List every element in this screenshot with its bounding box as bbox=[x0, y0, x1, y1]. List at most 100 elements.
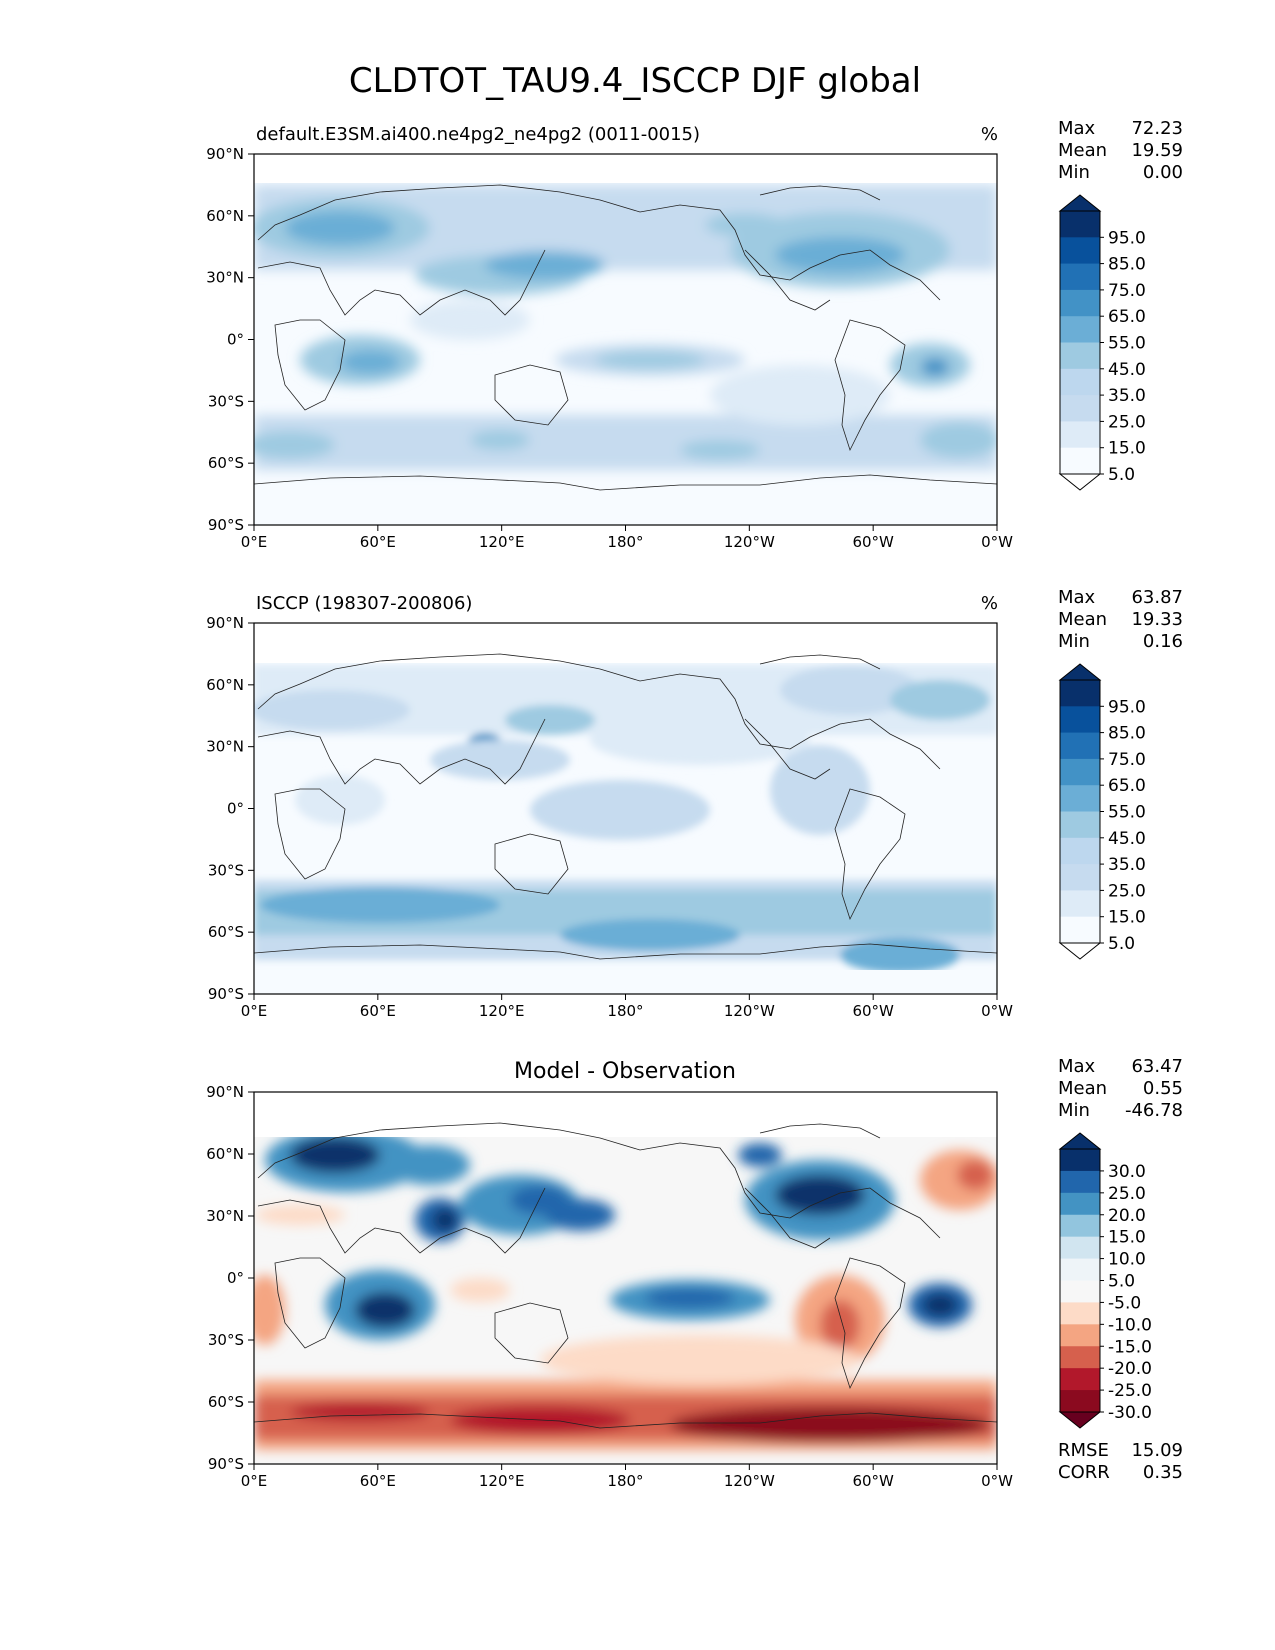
colorbar-swatch bbox=[1060, 1214, 1100, 1238]
stat-value: 63.47 bbox=[1131, 1056, 1183, 1077]
colorbar-label: 95.0 bbox=[1108, 228, 1146, 248]
stat-label: Mean bbox=[1058, 1078, 1107, 1099]
lon-tick-label: 120°W bbox=[724, 1002, 775, 1020]
stat-value: 0.16 bbox=[1143, 631, 1183, 652]
colorbar-label: 85.0 bbox=[1108, 724, 1146, 744]
colorbar-swatch bbox=[1060, 837, 1100, 865]
stat-label: Max bbox=[1058, 1056, 1096, 1077]
coastlines-obs bbox=[253, 653, 998, 960]
colorbar-label: 15.0 bbox=[1108, 439, 1146, 459]
colorbar-swatch bbox=[1060, 706, 1100, 734]
colorbar-label: 35.0 bbox=[1108, 386, 1146, 406]
lat-tick-label: 60°S bbox=[208, 454, 244, 472]
panel-diff-title: Model - Observation bbox=[514, 1059, 736, 1084]
lon-tick-label: 60°E bbox=[360, 1002, 396, 1020]
stat-value: 0.00 bbox=[1143, 162, 1183, 183]
lon-tick-label: 0°W bbox=[981, 533, 1013, 551]
panel-model-title: default.E3SM.ai400.ne4pg2_ne4pg2 (0011-0… bbox=[256, 124, 700, 145]
colorbar-label: 75.0 bbox=[1108, 281, 1146, 301]
lon-tick-label: 60°E bbox=[360, 1472, 396, 1490]
stats-model: Max 72.23 Mean 19.59 Min 0.00 bbox=[1058, 118, 1183, 183]
colorbar-label: -25.0 bbox=[1108, 1381, 1152, 1401]
colorbar-label: 75.0 bbox=[1108, 750, 1146, 770]
lat-tick-label: 60°S bbox=[208, 1393, 244, 1411]
lat-tick-label: 0° bbox=[227, 800, 244, 818]
colorbar-swatch bbox=[1060, 1324, 1100, 1347]
lat-tick-label: 90°S bbox=[208, 985, 244, 1003]
colorbar-swatch bbox=[1060, 421, 1100, 449]
stat-label: Mean bbox=[1058, 140, 1107, 161]
stat-label: Max bbox=[1058, 587, 1096, 608]
stats-diff: Max 63.47 Mean 0.55 Min -46.78 bbox=[1058, 1056, 1183, 1121]
lon-tick-label: 60°W bbox=[852, 1472, 894, 1490]
lat-tick-label: 30°S bbox=[208, 392, 244, 410]
colorbar-swatch bbox=[1060, 916, 1100, 944]
map-diff bbox=[254, 1092, 997, 1464]
lat-tick-label: 30°S bbox=[208, 1331, 244, 1349]
lat-tick-label: 60°N bbox=[206, 207, 244, 225]
map-obs bbox=[254, 623, 997, 994]
rmse-corr-stats: RMSE 15.09 CORR 0.35 bbox=[1058, 1440, 1183, 1483]
stat-value: 72.23 bbox=[1131, 118, 1183, 139]
lat-tick-label: 90°S bbox=[208, 1455, 244, 1473]
colorbar-extend-bottom bbox=[1058, 942, 1102, 960]
lon-tick-label: 120°E bbox=[479, 1472, 525, 1490]
colorbar-label: 10.0 bbox=[1108, 1250, 1146, 1270]
colorbar-label: -10.0 bbox=[1108, 1315, 1152, 1335]
colorbar-swatch bbox=[1060, 289, 1100, 317]
panel-obs-title: ISCCP (198307-200806) bbox=[256, 593, 472, 614]
colorbar-swatch bbox=[1060, 1149, 1100, 1172]
figure-title: CLDTOT_TAU9.4_ISCCP DJF global bbox=[349, 61, 921, 101]
colorbar-swatch bbox=[1060, 811, 1100, 839]
rmse-value: 15.09 bbox=[1131, 1440, 1183, 1461]
colorbar-label: -20.0 bbox=[1108, 1359, 1152, 1379]
colorbar-swatch bbox=[1060, 316, 1100, 343]
colorbar-label: 55.0 bbox=[1108, 334, 1146, 354]
lon-tick-label: 120°E bbox=[479, 533, 525, 551]
axes-model: 90°N 60°N 30°N 0° 30°S 60°S 90°S0°E 60°E 120°E 18… bbox=[206, 145, 1013, 551]
colorbar-swatch bbox=[1060, 1192, 1100, 1216]
lon-tick-label: 120°E bbox=[479, 1002, 525, 1020]
stat-label: Min bbox=[1058, 631, 1090, 652]
axes-diff: 90°N 60°N 30°N 0° 30°S 60°S 90°S0°E 60°E 120°E 18… bbox=[206, 1083, 1013, 1490]
colorbar-label: -5.0 bbox=[1108, 1293, 1141, 1313]
colorbar-swatch bbox=[1060, 211, 1100, 238]
colorbar-extend-top bbox=[1058, 663, 1102, 681]
lon-tick-label: 60°E bbox=[360, 533, 396, 551]
colorbar-label: 15.0 bbox=[1108, 1228, 1146, 1248]
colorbar-swatch bbox=[1060, 1236, 1100, 1260]
lat-tick-label: 90°N bbox=[206, 1083, 244, 1101]
colorbar-swatch bbox=[1060, 864, 1100, 891]
colorbar-swatch bbox=[1060, 680, 1100, 707]
colorbar-extend-top bbox=[1058, 1132, 1102, 1150]
lat-tick-label: 0° bbox=[227, 1269, 244, 1287]
colorbar-label: 65.0 bbox=[1108, 776, 1146, 796]
lat-tick-label: 60°S bbox=[208, 923, 244, 941]
colorbar-swatch bbox=[1060, 1170, 1100, 1194]
colorbar-label: 5.0 bbox=[1108, 465, 1135, 485]
panel-obs: ISCCP (198307-200806) % bbox=[206, 587, 1183, 1020]
stat-value: -46.78 bbox=[1125, 1100, 1183, 1121]
colorbar-swatch bbox=[1060, 758, 1100, 786]
colorbar-label: 25.0 bbox=[1108, 412, 1146, 432]
lon-tick-label: 120°W bbox=[724, 1472, 775, 1490]
lat-tick-label: 90°N bbox=[206, 145, 244, 163]
lon-tick-label: 0°W bbox=[981, 1002, 1013, 1020]
stat-value: 19.33 bbox=[1131, 609, 1183, 630]
colorbar-label: 5.0 bbox=[1108, 934, 1135, 954]
stat-label: Min bbox=[1058, 1100, 1090, 1121]
colorbar-swatch bbox=[1060, 263, 1100, 291]
coastlines-diff bbox=[253, 1122, 998, 1429]
lat-tick-label: 30°S bbox=[208, 861, 244, 879]
colorbar-label: 5.0 bbox=[1108, 1272, 1135, 1292]
colorbar-obs: 95.0 85.0 75.0 65.0 55.0 45.0 35.0 25.0 15.0 5.0 bbox=[1058, 663, 1146, 960]
stat-value: 19.59 bbox=[1131, 140, 1183, 161]
colorbar-label: 15.0 bbox=[1108, 908, 1146, 928]
panel-diff: Model - Observation bbox=[206, 1056, 1183, 1490]
colorbar-extend-top bbox=[1058, 194, 1102, 212]
colorbar-swatch bbox=[1060, 1258, 1100, 1281]
lon-tick-label: 0°E bbox=[241, 1472, 268, 1490]
lat-tick-label: 60°N bbox=[206, 1145, 244, 1163]
colorbar-label: 25.0 bbox=[1108, 881, 1146, 901]
